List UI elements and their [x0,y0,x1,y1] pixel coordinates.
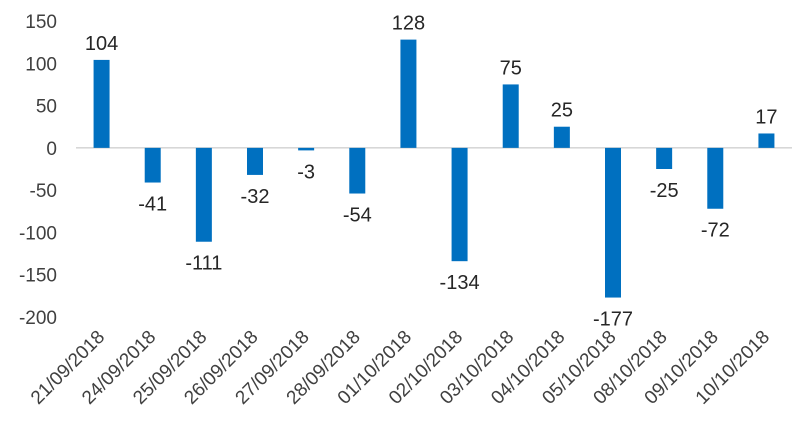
bar-10-10-2018 [758,133,775,148]
bar-25-09-2018 [195,147,212,242]
bar-01-10-2018 [400,39,417,148]
data-label: 25 [551,100,573,122]
y-tick-label: 50 [36,97,57,118]
bar-09-10-2018 [707,147,724,209]
bar-21-09-2018 [93,59,110,148]
x-axis-tick-labels: 21/09/201824/09/201825/09/201826/09/2018… [27,327,774,409]
y-tick-label: 150 [25,12,57,33]
bar-03-10-2018 [502,84,519,148]
data-label: -41 [138,194,167,216]
data-label: -72 [701,220,730,242]
data-label: -111 [185,253,222,275]
y-axis-tick-labels: 150 100 50 0 -50 -100 -150 -200 [19,12,57,329]
bar-26-09-2018 [247,147,263,175]
bars [93,39,775,298]
y-tick-label: 0 [46,139,57,160]
bar-24-09-2018 [144,147,161,183]
y-tick-label: 100 [25,54,57,75]
data-label: -3 [297,161,315,183]
bar-02-10-2018 [451,147,468,262]
data-label: -32 [241,186,270,208]
data-label: -25 [650,180,679,202]
y-tick-label: -100 [19,223,57,244]
data-label: 128 [392,13,425,35]
bar-05-10-2018 [605,147,621,298]
data-label: 17 [755,106,777,128]
bar-04-10-2018 [553,126,570,148]
bar-28-09-2018 [349,147,366,194]
y-tick-label: -150 [19,266,57,287]
y-tick-label: -200 [19,308,57,329]
bar-08-10-2018 [656,147,673,169]
data-labels: 104 -41 -111 -32 -3 -54 128 -134 75 25 -177 -25 -72 1… [85,13,778,331]
data-label: 104 [85,33,118,55]
y-tick-label: -50 [30,181,57,202]
data-label: -54 [343,205,372,227]
data-label: 75 [500,57,522,79]
data-label: -134 [440,272,480,294]
data-label: -177 [593,309,633,331]
bar-27-09-2018 [298,147,315,151]
